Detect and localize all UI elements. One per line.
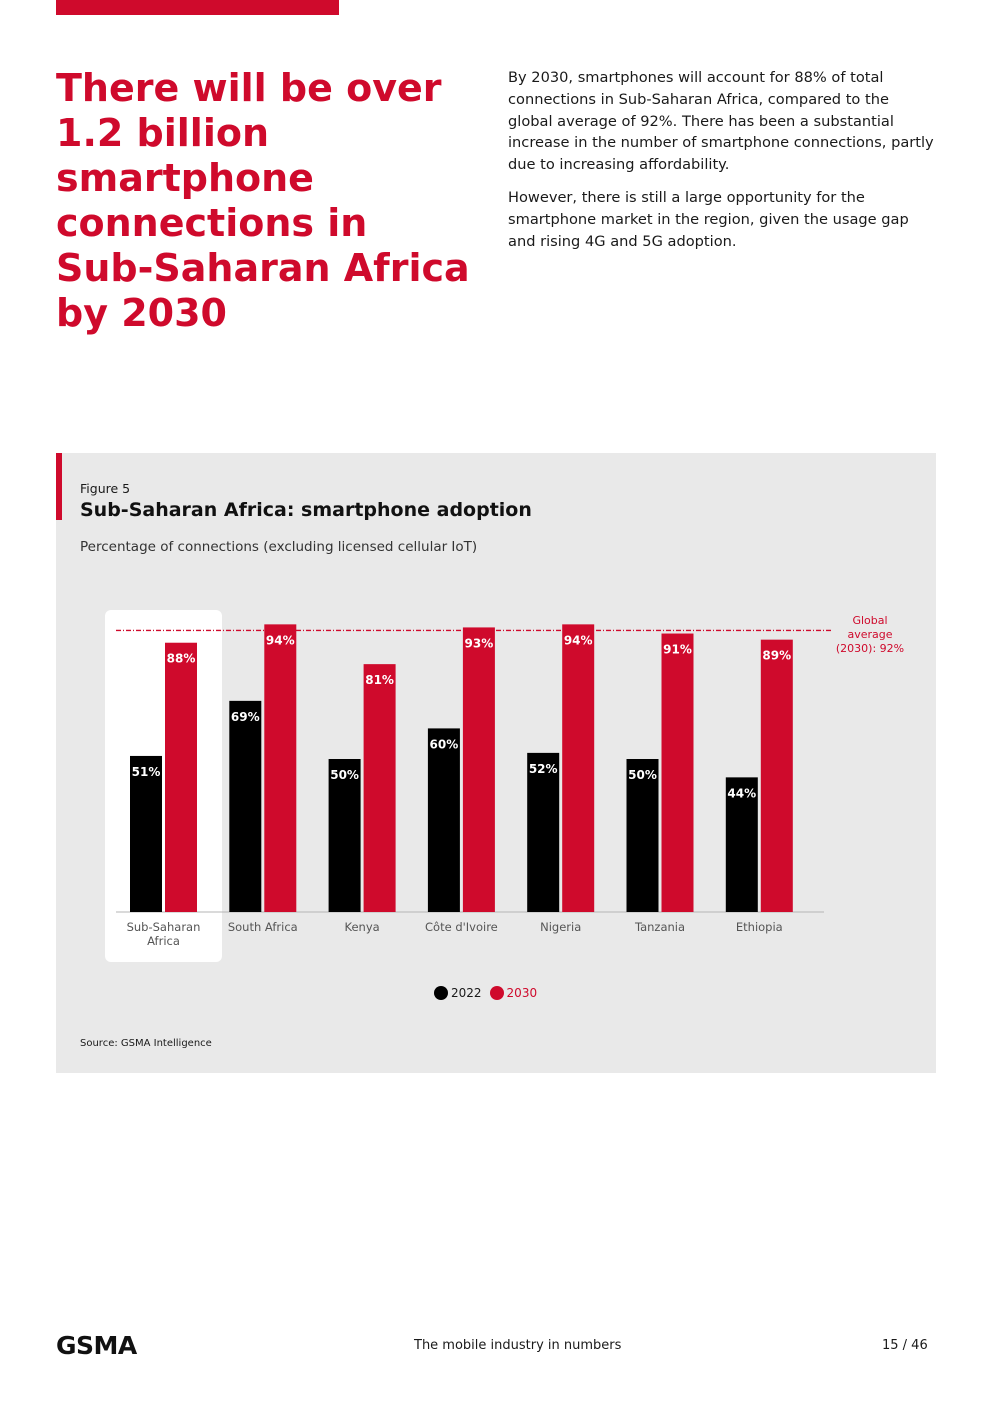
figure-source: Source: GSMA Intelligence [80, 1038, 212, 1049]
legend-swatch-2030 [489, 986, 504, 1000]
highlight-box [105, 610, 222, 962]
figure-subtitle: Percentage of connections (excluding lic… [80, 539, 478, 555]
intro-text: By 2030, smartphones will account for 88… [508, 67, 938, 263]
global-average-label-line-1: Global [852, 614, 887, 627]
bar-2022-2 [328, 759, 361, 912]
bar-2022-6 [725, 777, 758, 912]
legend-label-2030: 2030 [506, 986, 538, 1000]
data-label-2022-1: 69% [231, 710, 260, 724]
bar-2022-4 [527, 752, 560, 912]
data-label-2022-2: 50% [330, 768, 359, 782]
bar-2030-5 [661, 633, 694, 912]
top-accent-bar [56, 0, 339, 15]
figure-title: Sub-Saharan Africa: smartphone adoption [80, 499, 532, 521]
data-label-2030-3: 93% [465, 636, 494, 650]
page-number: 15 / 46 [882, 1338, 928, 1353]
data-label-2030-2: 81% [365, 673, 394, 687]
data-label-2022-6: 44% [727, 786, 756, 800]
bar-2030-2 [363, 664, 396, 912]
gsma-logo-text: GSMA [56, 1333, 138, 1357]
legend-swatch-2022 [434, 986, 448, 1000]
bar-2022-0 [130, 755, 162, 912]
page-headline: There will be over 1.2 billion smartphon… [56, 66, 470, 335]
bar-2022-3 [427, 728, 460, 912]
bar-2030-4 [562, 624, 595, 912]
global-average-label-line-3: (2030): 92% [836, 642, 904, 655]
bar-2030-0 [165, 642, 197, 912]
figure-panel: Figure 5 Sub-Saharan Africa: smartphone … [56, 453, 936, 1073]
figure-label: Figure 5 [80, 481, 131, 496]
data-label-2022-4: 52% [529, 762, 558, 776]
data-label-2030-0: 88% [167, 652, 196, 666]
category-label-6: Ethiopia [736, 920, 783, 934]
intro-paragraph-2: However, there is still a large opportun… [508, 188, 909, 250]
data-label-2030-1: 94% [266, 633, 295, 647]
intro-paragraph-1: By 2030, smartphones will account for 88… [508, 69, 934, 174]
bar-2030-6 [760, 639, 793, 912]
category-label-5: Tanzania [634, 920, 685, 934]
category-label-0: Sub-Saharan [127, 920, 201, 934]
data-label-2022-0: 51% [132, 765, 161, 779]
bar-2030-3 [462, 627, 495, 912]
bar-2022-1 [229, 700, 262, 912]
category-label-4: Nigeria [540, 920, 581, 934]
bar-2030-1 [264, 624, 297, 912]
data-label-2022-5: 50% [628, 768, 657, 782]
category-label-3: Côte d'Ivoire [425, 920, 498, 934]
data-label-2022-3: 60% [430, 737, 459, 751]
data-label-2030-6: 89% [762, 649, 791, 663]
figure-accent-bar [56, 453, 62, 520]
data-label-2030-4: 94% [564, 633, 593, 647]
global-average-label-line-2: average [847, 628, 892, 641]
footer-publication-title: The mobile industry in numbers [414, 1338, 622, 1353]
chart-legend: 2022 2030 [434, 986, 545, 1000]
data-label-2030-5: 91% [663, 643, 692, 657]
gsma-logo: GSMA [56, 1333, 138, 1357]
legend-item-2022: 2022 [434, 986, 482, 1000]
bar-2022-5 [626, 759, 659, 912]
category-label-0-line2: Africa [147, 934, 180, 948]
category-label-2: Kenya [345, 920, 380, 934]
legend-item-2030: 2030 [489, 986, 538, 1000]
category-label-1: South Africa [228, 920, 298, 934]
legend-label-2022: 2022 [451, 986, 482, 1000]
